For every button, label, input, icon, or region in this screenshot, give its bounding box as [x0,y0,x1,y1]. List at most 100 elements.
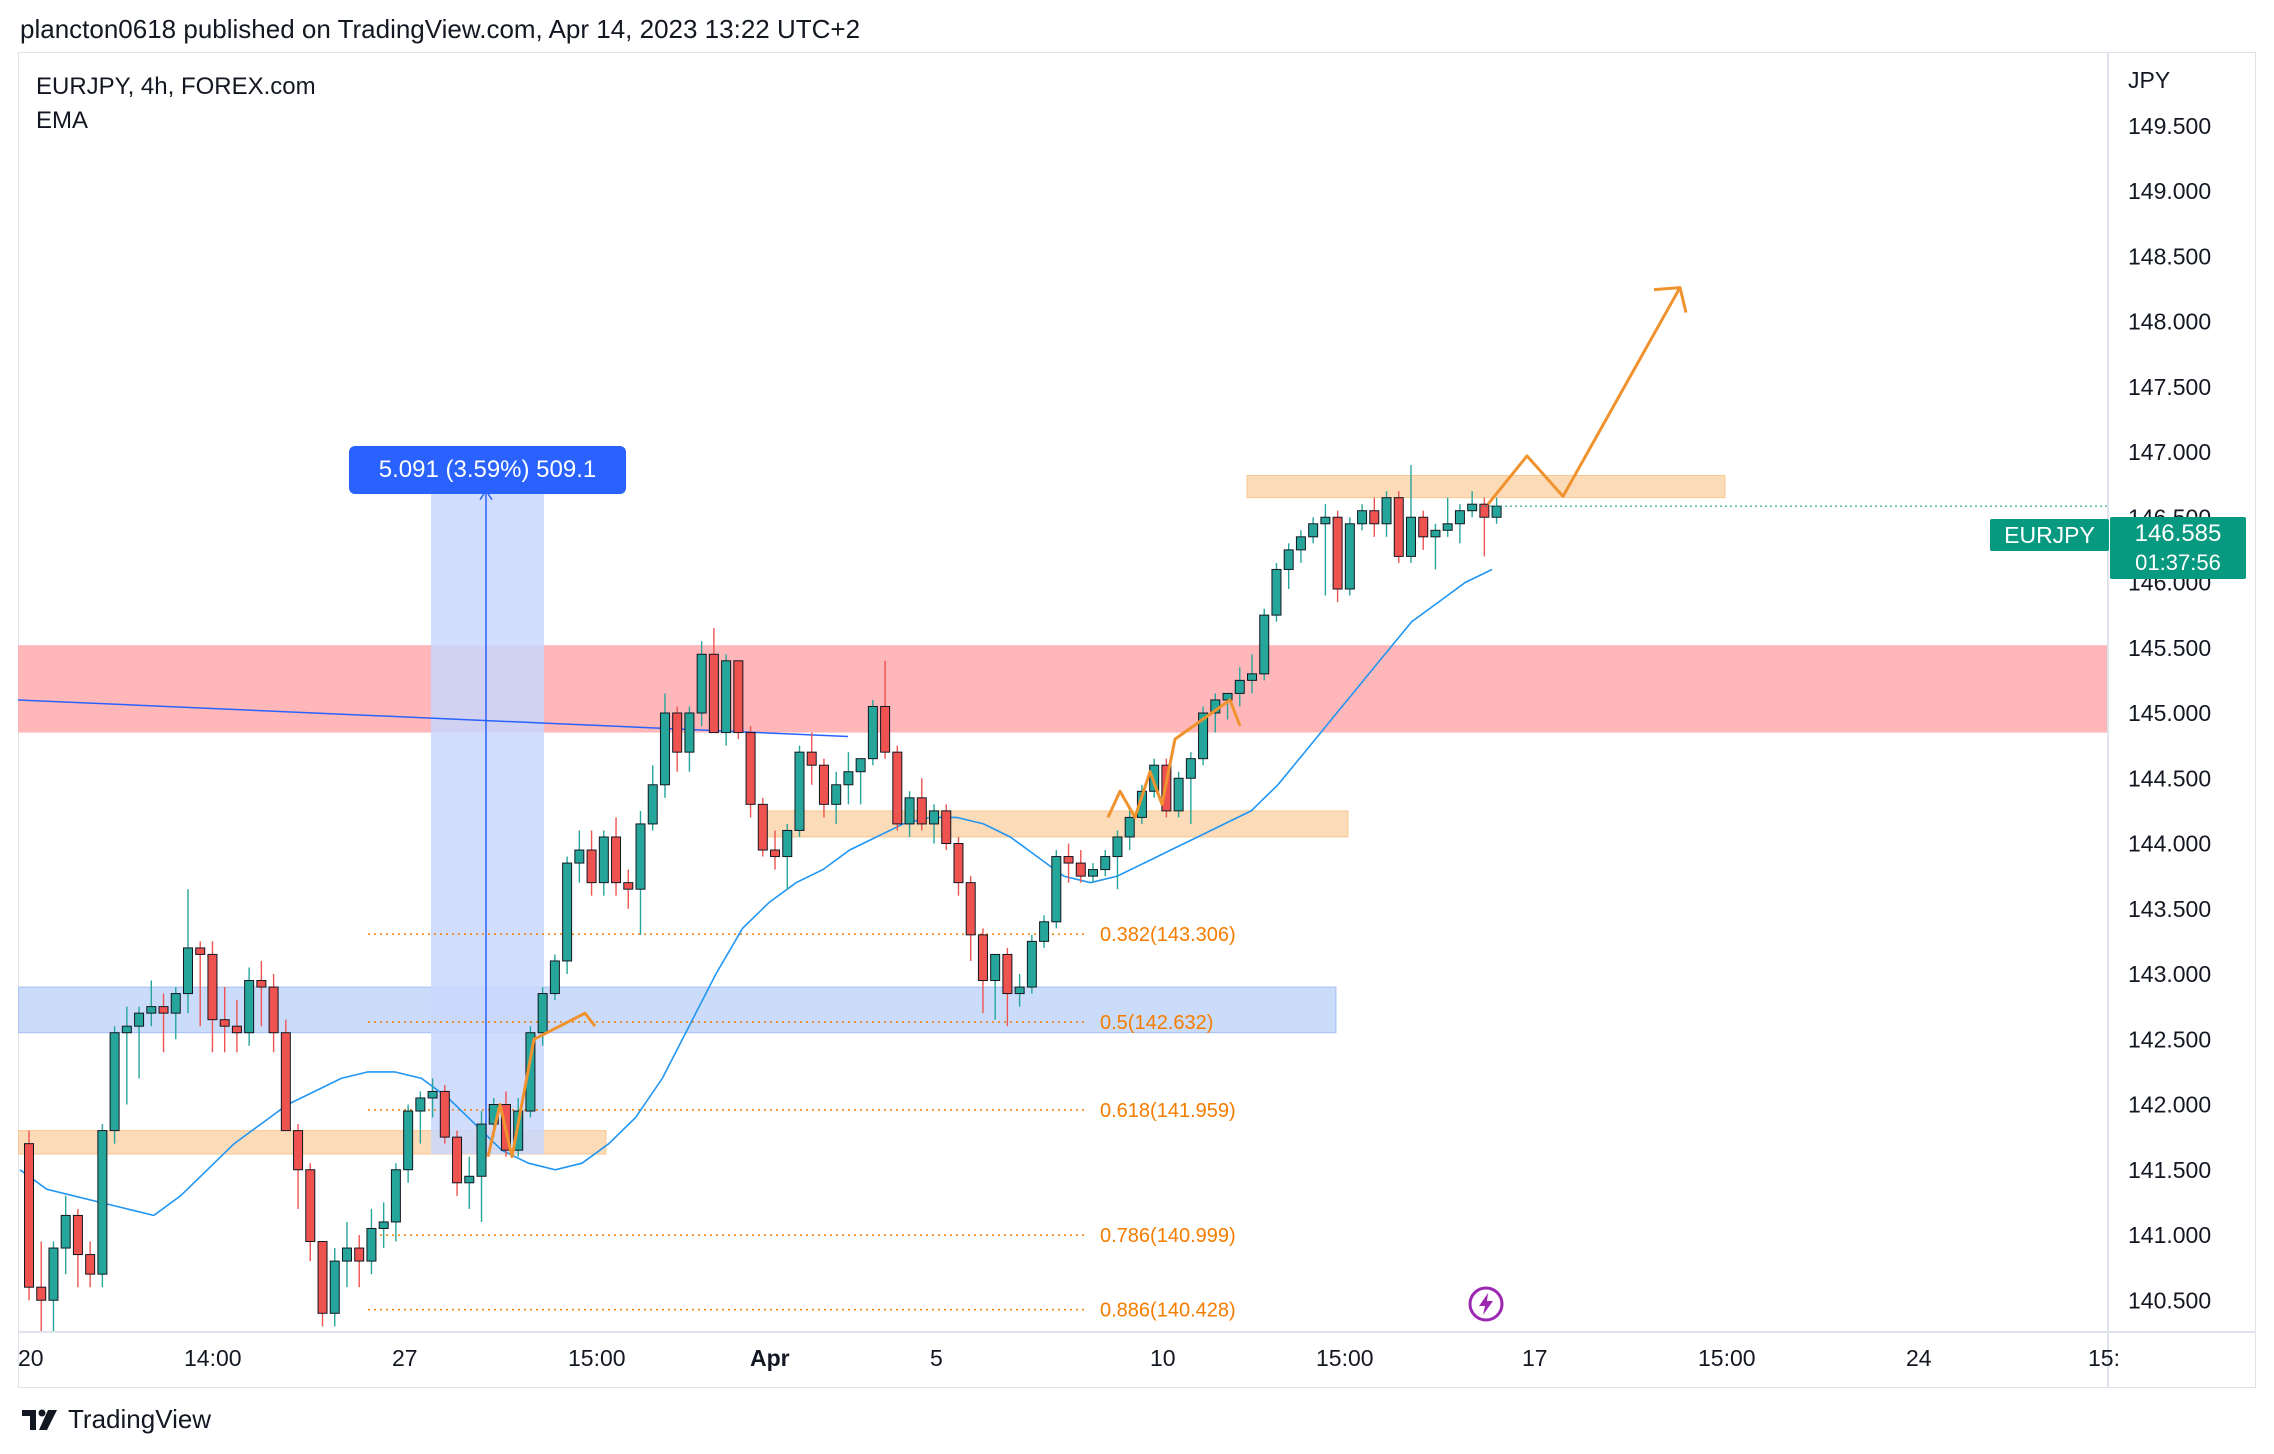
candle-body [1063,856,1074,864]
candle-body [745,732,756,805]
candle [146,980,157,1027]
candle [1320,504,1331,596]
candle [403,1104,414,1183]
time-tick-label: 24 [1906,1345,1932,1371]
candle [134,1006,145,1079]
candle [293,1124,304,1209]
candle-body [1344,523,1355,590]
candle [1344,517,1355,596]
candle [672,706,683,772]
candle [109,1026,120,1144]
candle-body [696,653,707,714]
time-tick-label: 15:00 [1698,1345,1756,1371]
ema-line [19,568,1493,1217]
symbol-badge: EURJPY [1990,519,2109,551]
price-tick-label: 144.000 [2128,831,2211,857]
candle-body [146,1006,157,1014]
candle [1136,784,1147,824]
price-tick-label: 147.500 [2128,374,2211,400]
fib-label-3: 0.786(140.999) [1100,1225,1236,1247]
candle [72,1208,83,1288]
candle-body [1002,953,1013,995]
price-tick-label: 149.500 [2128,113,2211,139]
candle [1112,830,1123,890]
candle-body [1112,836,1123,858]
flash-icon[interactable] [1466,1284,1506,1324]
candle-body [684,712,695,753]
candle [85,1241,96,1288]
candle-body [1247,673,1257,681]
candle-body [1479,503,1490,518]
price-tick-label: 141.500 [2128,1157,2211,1183]
candle-body [537,993,548,1034]
price-tick-label: 142.500 [2128,1026,2211,1052]
candle [1430,523,1441,570]
candle [366,1208,377,1275]
candle-body [1100,856,1111,871]
candle [24,1130,34,1301]
candle [733,660,744,740]
candle [231,1000,242,1053]
candle-body [1014,986,1025,995]
candle-body [1381,497,1392,525]
candle [770,830,781,870]
time-tick-label: 20 [18,1345,44,1371]
candle [1124,810,1135,851]
projection-arrow-head [1653,286,1688,313]
candle [806,732,817,785]
fib-label-2: 0.618(141.959) [1100,1100,1236,1122]
candle [1075,850,1086,883]
candle-body [1039,921,1050,942]
price-tick-label: 143.000 [2128,961,2211,987]
candle-body [207,953,218,1021]
time-tick-label: 5 [930,1345,943,1371]
candle [635,810,646,935]
candle-body [1418,516,1429,538]
candle [1442,497,1453,537]
candle-body [1393,497,1404,557]
tradingview-brand[interactable]: TradingView [20,1404,211,1435]
candle [244,967,255,1046]
candle-body [170,993,181,1014]
candle [880,660,891,759]
candle-body [134,1012,145,1027]
candle [696,641,707,727]
price-tick-label: 141.000 [2128,1222,2211,1248]
candle [476,1111,487,1222]
candle-body [1259,614,1270,675]
zone-top-orange [1246,474,1726,499]
price-tick-label: 144.500 [2128,765,2211,791]
candle [378,1202,389,1249]
candle-body [1271,568,1282,616]
candle-body [219,1019,230,1027]
candle-body [317,1241,328,1314]
candle [415,1091,426,1144]
time-tick-label: 15: [2088,1345,2120,1371]
candle [1479,497,1490,557]
candle-body [329,1260,340,1314]
price-tick-label: 147.000 [2128,439,2211,465]
candle-body [708,653,719,734]
price-tick-label: 145.500 [2128,635,2211,661]
last-price-value: 146.585 [2134,520,2222,547]
candle [36,1241,47,1332]
legend-symbol[interactable]: EURJPY, 4h, FOREX.com [36,73,316,100]
candle [1393,491,1404,563]
zone-support [18,986,1337,1034]
time-tick-label: 15:00 [1316,1345,1374,1371]
candle-body [977,934,988,982]
legend-indicator-ema[interactable]: EMA [36,107,89,134]
candle-body [782,829,793,858]
candle-body [721,660,732,734]
candle-body [121,1025,132,1034]
candle [757,797,768,857]
price-tick-label: 142.000 [2128,1092,2211,1118]
candle-body [549,960,560,995]
candle-body [366,1227,377,1262]
fib-label-0: 0.382(143.306) [1100,924,1236,946]
candle-body [1295,536,1306,551]
candle [317,1241,328,1327]
candle [941,804,952,851]
candle-body [1442,523,1453,531]
